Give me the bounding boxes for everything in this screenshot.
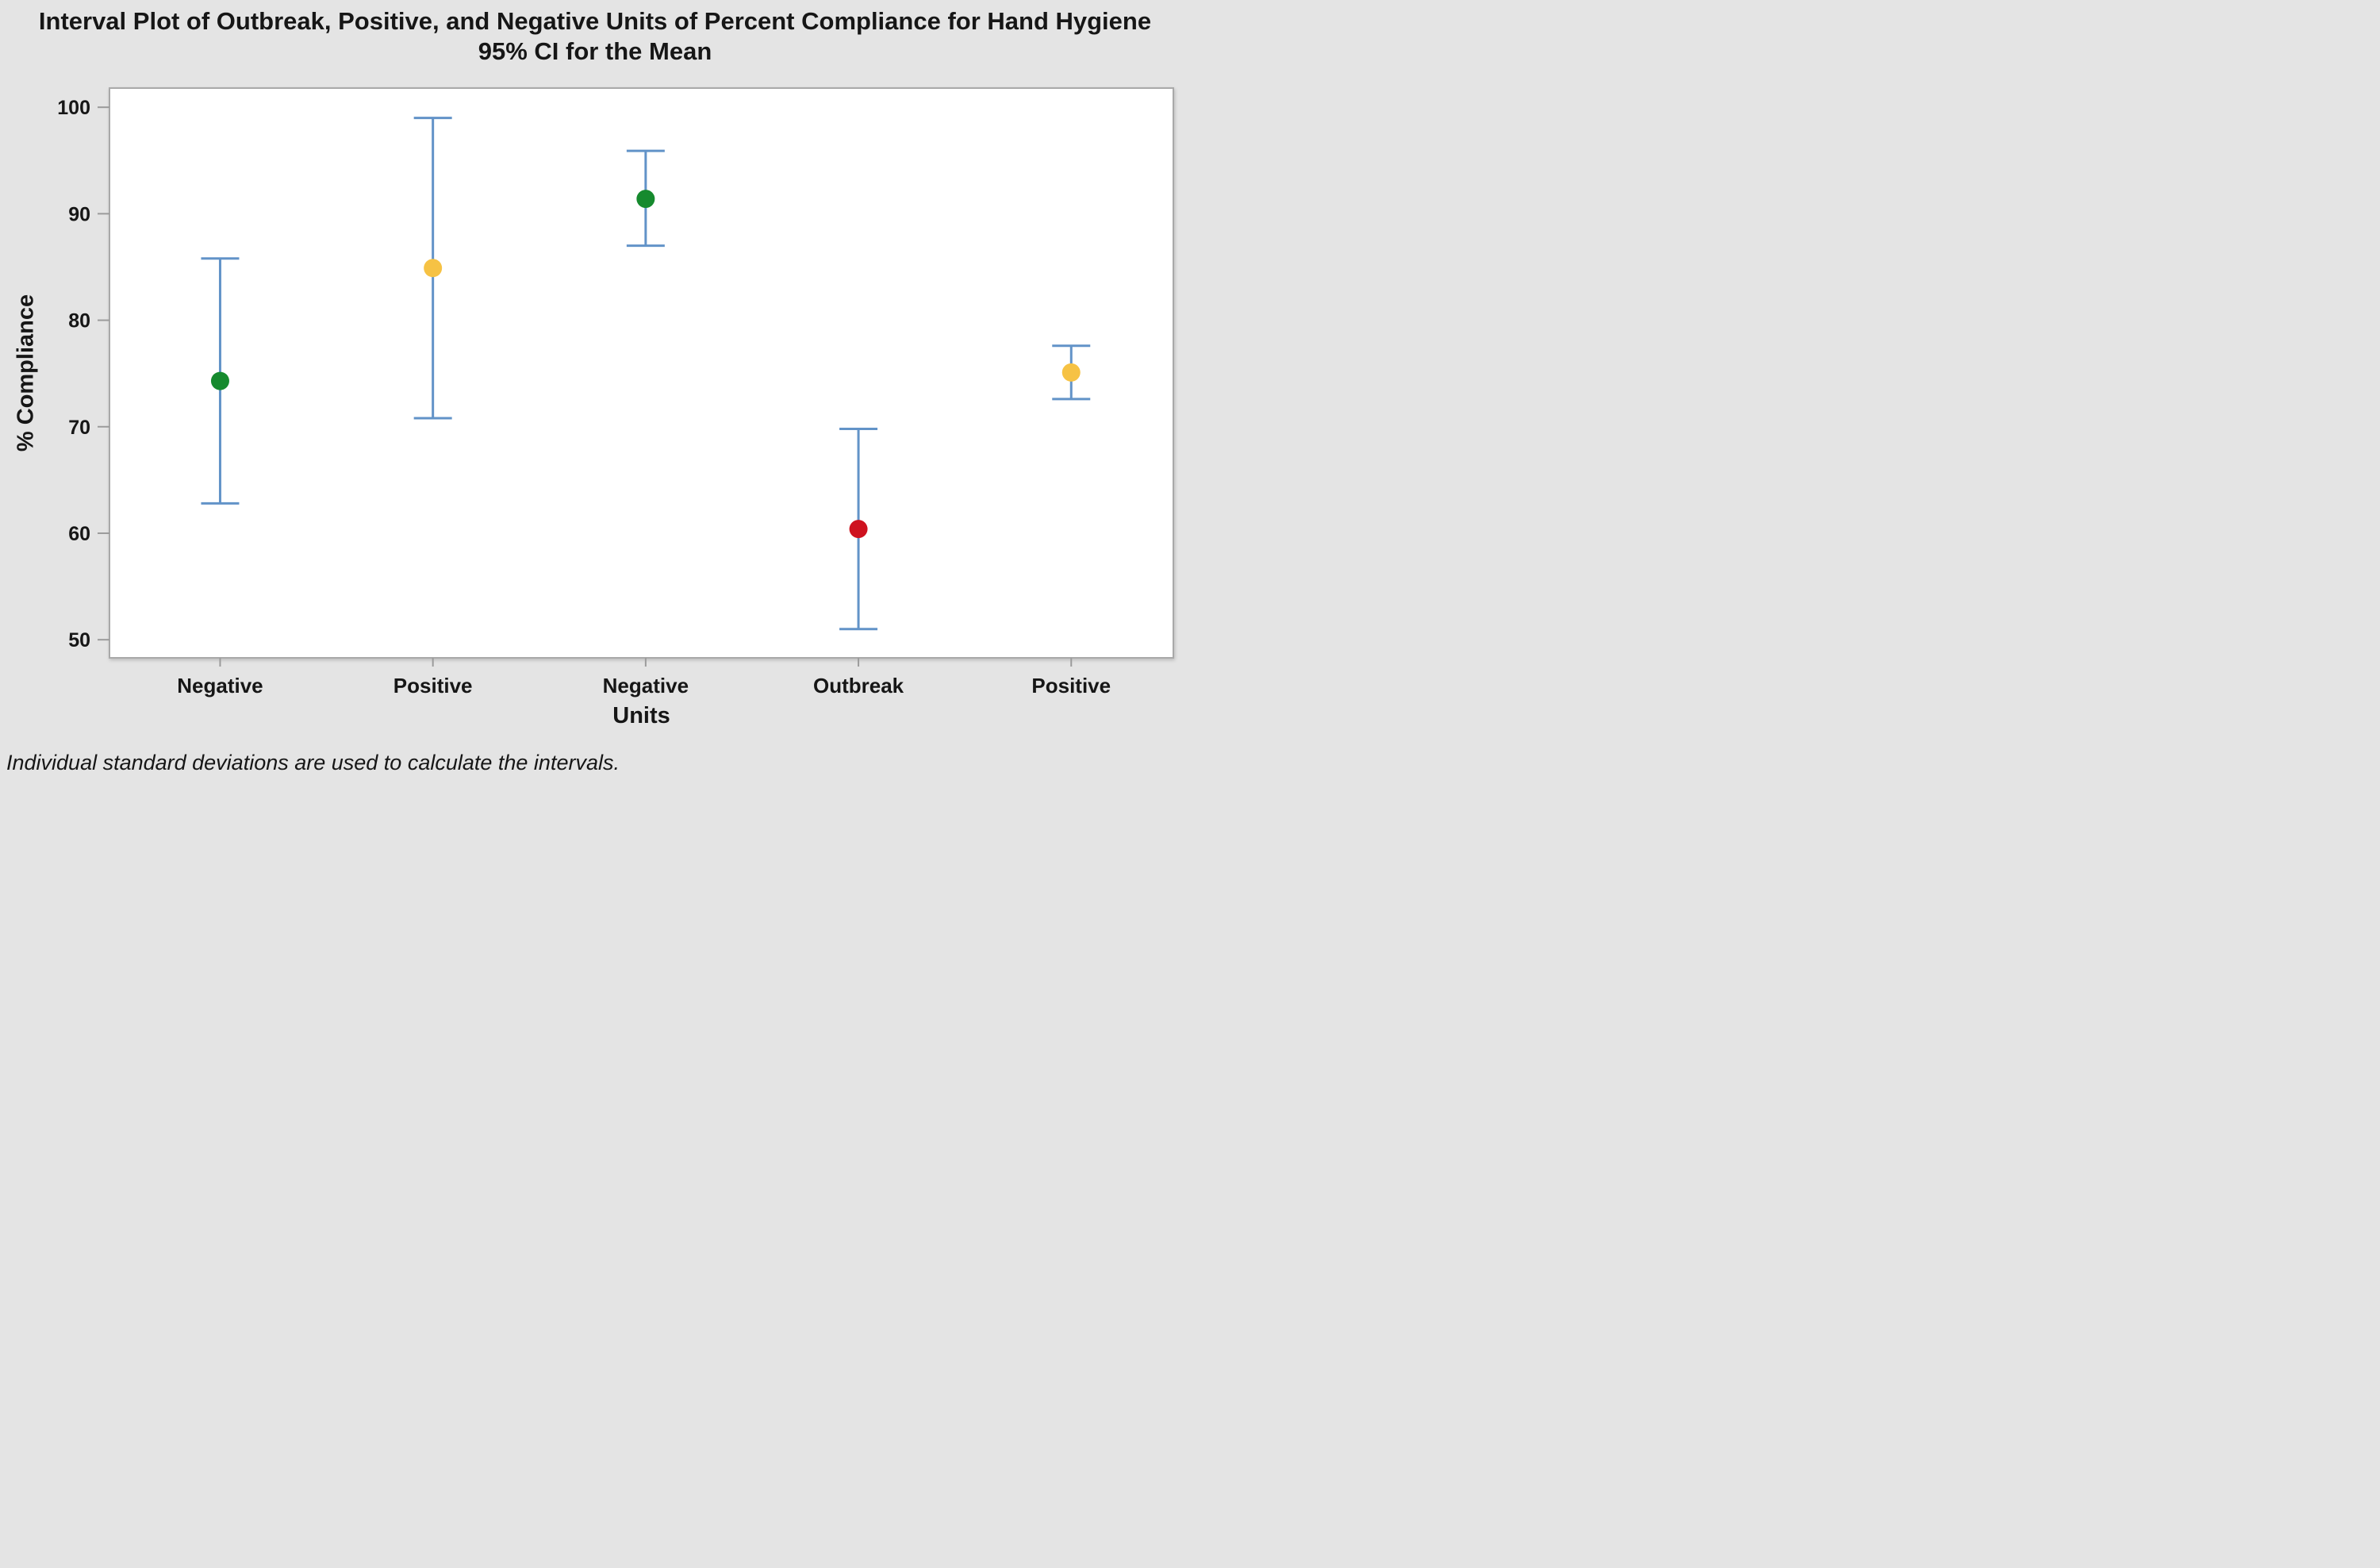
- x-axis-title: Units: [612, 703, 670, 728]
- mean-marker-yellow: [1061, 363, 1081, 382]
- y-tick-label: 50: [68, 629, 90, 651]
- plot-area: 50 60 70 80 90 100 Negative Positive Negative Out…: [57, 87, 1174, 698]
- x-category-label: Positive: [1031, 674, 1111, 698]
- y-tick-label: 80: [68, 310, 90, 332]
- plot-frame: [109, 87, 1174, 659]
- x-category-label: Negative: [603, 674, 689, 698]
- mean-marker-yellow: [424, 259, 443, 278]
- y-axis-title: % Compliance: [13, 294, 39, 452]
- y-tick-label: 70: [68, 417, 90, 439]
- x-category-label: Outbreak: [813, 674, 904, 698]
- interval-plot-figure: Interval Plot of Outbreak, Positive, and…: [0, 0, 1190, 784]
- mean-marker-green: [210, 371, 229, 390]
- x-category-label: Positive: [393, 674, 473, 698]
- mean-marker-red: [849, 520, 868, 539]
- y-tick-label: 60: [68, 523, 90, 545]
- chart-footnote: Individual standard deviations are used …: [6, 751, 620, 774]
- y-tick-label: 100: [57, 97, 90, 119]
- y-tick-label: 90: [68, 203, 90, 225]
- x-category-label: Negative: [177, 674, 263, 698]
- chart-title: Interval Plot of Outbreak, Positive, and…: [38, 7, 1152, 35]
- mean-marker-green: [636, 190, 655, 209]
- chart-subtitle: 95% CI for the Mean: [478, 37, 712, 65]
